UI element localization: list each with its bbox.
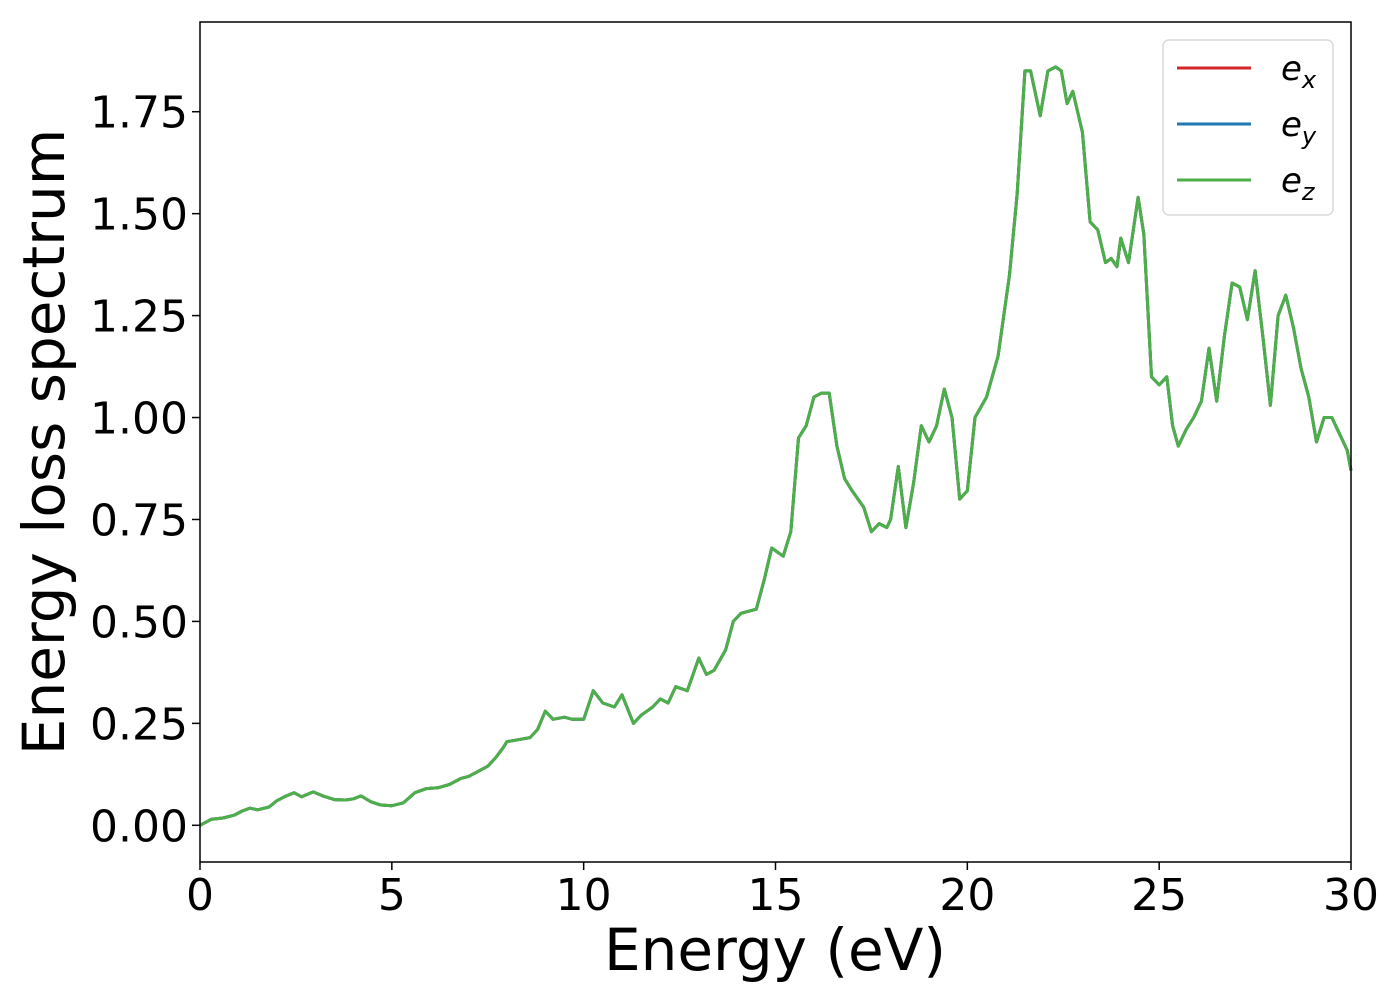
y-tick-label: 0.75 [90,495,188,546]
legend-box [1162,39,1334,216]
x-tick-label: 15 [748,870,804,921]
x-tick-label: 25 [1131,870,1187,921]
x-axis-ticks: 0 5 10 15 20 25 30 [186,862,1379,921]
x-tick-label: 0 [186,870,214,921]
y-tick-label: 0.25 [90,699,188,750]
legend: ex ey ez [1162,39,1334,216]
legend-label-x: ex [1281,49,1317,94]
y-tick-label: 1.50 [90,190,188,241]
y-axis-ticks: 0.00 0.25 0.50 0.75 1.00 1.25 1.50 1.75 [90,88,200,852]
x-tick-label: 30 [1323,870,1379,921]
series-line-e-z [199,65,1353,827]
y-tick-label: 0.00 [90,801,188,852]
legend-label-y: ey [1281,105,1317,150]
y-tick-label: 0.50 [90,597,188,648]
y-axis-label: Energy loss spectrum [10,129,78,755]
x-tick-label: 5 [378,870,406,921]
x-tick-label: 10 [556,870,612,921]
y-tick-label: 1.25 [90,292,188,343]
x-tick-label: 20 [939,870,995,921]
y-tick-label: 1.00 [90,394,188,445]
y-tick-label: 1.75 [90,88,188,139]
x-axis-label: Energy (eV) [604,916,946,984]
legend-label-z: ez [1281,161,1316,206]
series-layer [199,65,1353,827]
